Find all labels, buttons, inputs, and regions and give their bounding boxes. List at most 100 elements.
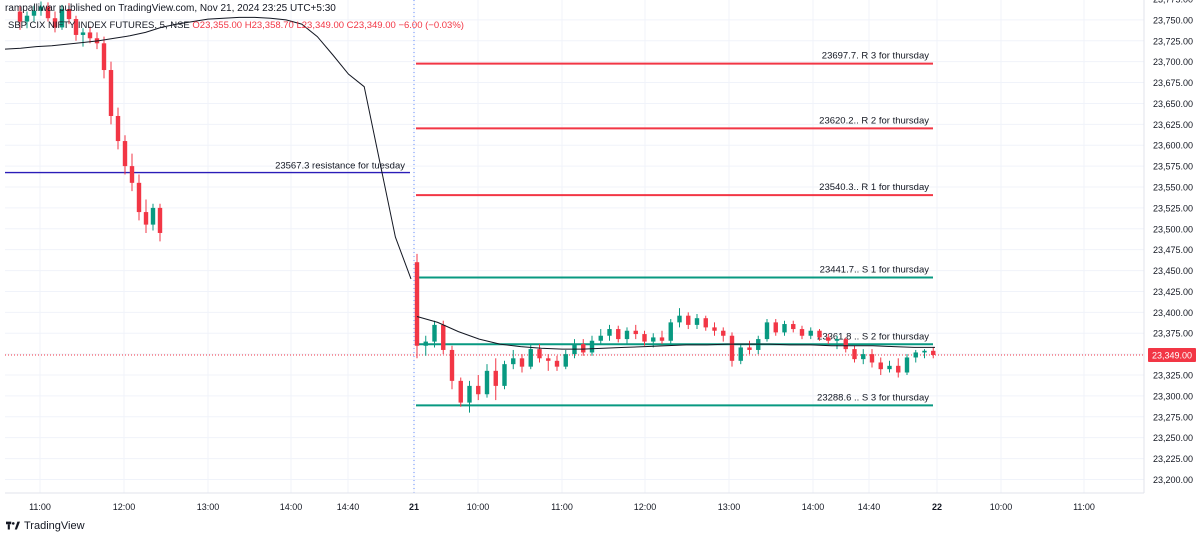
candle-body xyxy=(686,315,691,325)
candle-body xyxy=(659,337,665,341)
candle-body xyxy=(782,324,787,333)
candle-body xyxy=(537,349,542,359)
candle-body xyxy=(80,32,86,35)
candle-body xyxy=(414,262,420,346)
price-tick-label: 23,700.00 xyxy=(1153,57,1193,67)
price-tick-label: 23,625.00 xyxy=(1153,120,1193,130)
tradingview-logo-icon xyxy=(6,521,20,530)
candle-body xyxy=(528,349,533,367)
candle-body xyxy=(143,212,149,225)
time-tick-label: 12:00 xyxy=(113,502,136,512)
candle-body xyxy=(642,334,647,342)
time-tick-label: 12:00 xyxy=(634,502,657,512)
resistance-level-label: 23540.3.. R 1 for thursday xyxy=(819,182,929,193)
candle-body xyxy=(922,350,927,353)
price-tick-label: 23,650.00 xyxy=(1153,99,1193,109)
time-tick-label: 14:40 xyxy=(858,502,881,512)
candle-body xyxy=(502,364,507,386)
candle-body xyxy=(449,349,455,381)
support-level-label: 23288.6 .. S 3 for thursday xyxy=(817,392,929,403)
ohlc-close: C23,349.00 xyxy=(346,20,396,31)
candle-body xyxy=(476,385,481,395)
candle-body xyxy=(66,9,72,20)
candle-body xyxy=(31,10,37,16)
candle-body xyxy=(115,115,121,142)
candle-body xyxy=(136,182,142,213)
candle-body xyxy=(843,339,848,350)
candle-body xyxy=(896,365,901,373)
candle-body xyxy=(24,15,30,22)
candle-body xyxy=(791,324,796,330)
time-tick-label: 22 xyxy=(932,502,942,512)
time-tick-label: 10:00 xyxy=(467,502,490,512)
candle-body xyxy=(581,344,586,353)
time-tick-label: 21 xyxy=(409,502,419,512)
candle-body xyxy=(511,358,516,365)
tradingview-brand: TradingView xyxy=(24,520,85,532)
vwap-line xyxy=(4,16,412,280)
candle-body xyxy=(826,337,831,341)
price-tick-label: 23,550.00 xyxy=(1153,183,1193,193)
candle-body xyxy=(441,324,446,350)
candle-body xyxy=(721,330,726,336)
candle-body xyxy=(668,322,673,341)
price-tick-label: 23,750.00 xyxy=(1153,15,1193,25)
candle-body xyxy=(633,330,638,335)
candle-body xyxy=(87,32,93,39)
symbol-legend[interactable]: SBP CIX NIFTY INDEX FUTURES, 5, NSE O23,… xyxy=(8,20,464,31)
candle-body xyxy=(729,335,735,361)
time-tick-label: 11:00 xyxy=(1073,502,1095,512)
price-tick-label: 23,375.00 xyxy=(1153,329,1193,339)
candle-body xyxy=(129,166,135,183)
candle-body xyxy=(59,9,65,28)
candle-body xyxy=(38,6,44,11)
candle-body xyxy=(817,330,822,338)
time-tick-label: 11:00 xyxy=(29,502,51,512)
price-tick-label: 23,425.00 xyxy=(1153,287,1193,297)
candle-body xyxy=(423,341,428,346)
price-axis xyxy=(1144,0,1200,539)
candle-body xyxy=(869,354,875,363)
candle-body xyxy=(108,70,114,116)
candle-body xyxy=(799,329,805,336)
tuesday-resistance-label: 23567.3 resistance for tuesday xyxy=(275,161,405,172)
candle-body xyxy=(589,340,595,353)
price-tick-label: 23,675.00 xyxy=(1153,78,1193,88)
ohlc-high: H23,358.70 xyxy=(244,20,294,31)
candle-body xyxy=(157,207,163,233)
candle-body xyxy=(931,350,936,355)
candle-body xyxy=(773,322,778,333)
price-tick-label: 23,225.00 xyxy=(1153,454,1193,464)
candle-body xyxy=(45,6,51,19)
candle-body xyxy=(834,339,840,341)
time-tick-label: 14:00 xyxy=(802,502,825,512)
candle-body xyxy=(913,352,918,358)
last-price-tag xyxy=(1148,347,1196,362)
support-level-label: 23361.8 .. S 2 for thursday xyxy=(817,331,929,342)
time-tick-label: 14:00 xyxy=(280,502,303,512)
time-tick-label: 14:40 xyxy=(337,502,360,512)
candle-body xyxy=(694,318,700,325)
price-tick-label: 23,775.00 xyxy=(1153,0,1193,5)
price-tick-label: 23,500.00 xyxy=(1153,224,1193,234)
candle-body xyxy=(458,380,463,403)
candle-body xyxy=(651,337,656,342)
price-tick-label: 23,400.00 xyxy=(1153,308,1193,318)
price-tick-label: 23,325.00 xyxy=(1153,371,1193,381)
tradingview-logo[interactable]: TradingView xyxy=(6,520,85,532)
candle-body xyxy=(598,335,603,341)
candle-body xyxy=(563,354,568,367)
candle-body xyxy=(861,354,866,360)
symbol-name: SBP CIX NIFTY INDEX FUTURES, 5, NSE xyxy=(8,20,190,31)
candle-body xyxy=(122,141,128,167)
candle-body xyxy=(467,385,472,403)
candle-body xyxy=(747,347,752,350)
price-tick-label: 23,575.00 xyxy=(1153,162,1193,172)
candle-body xyxy=(52,18,58,28)
candle-body xyxy=(878,362,883,370)
resistance-level-label: 23620.2.. R 2 for thursday xyxy=(819,115,929,126)
candle-body xyxy=(17,11,23,22)
candle-body xyxy=(677,315,682,323)
